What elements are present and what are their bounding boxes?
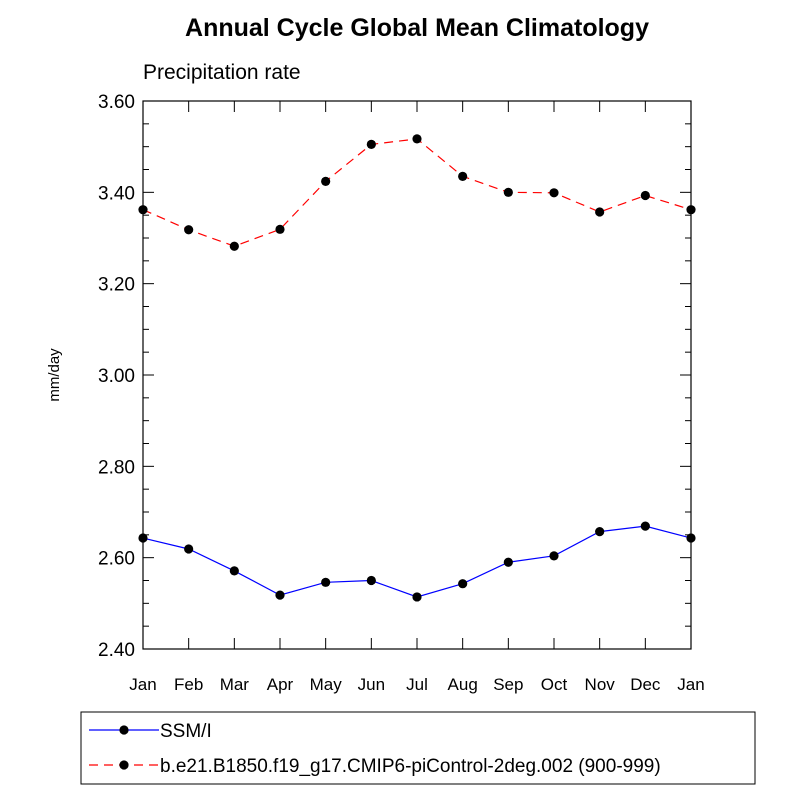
data-point <box>321 577 331 587</box>
data-point <box>229 566 239 576</box>
x-tick-label: Feb <box>174 675 203 694</box>
data-point <box>275 224 285 234</box>
y-tick-label: 2.60 <box>98 549 135 570</box>
data-point <box>640 521 650 531</box>
y-tick-label: 3.20 <box>98 275 135 296</box>
data-point <box>549 188 559 198</box>
chart-title: Annual Cycle Global Mean Climatology <box>185 14 649 42</box>
series-line <box>142 138 692 247</box>
data-point <box>184 225 194 235</box>
legend-marker <box>119 760 129 770</box>
data-point <box>458 171 468 181</box>
data-point <box>503 557 513 567</box>
data-point <box>503 187 513 197</box>
data-point <box>686 205 696 215</box>
y-tick-label: 3.60 <box>98 92 135 113</box>
x-tick-label: Jan <box>677 675 704 694</box>
series-line <box>142 525 692 598</box>
x-tick-label: Oct <box>541 675 568 694</box>
data-point <box>458 579 468 589</box>
y-tick-label: 2.80 <box>98 457 135 478</box>
data-point <box>366 575 376 586</box>
data-point <box>686 533 696 543</box>
y-axis-label: mm/day <box>46 348 63 402</box>
data-point <box>321 176 331 186</box>
x-tick-label: Aug <box>448 675 478 694</box>
x-tick-label: Dec <box>630 675 661 694</box>
data-point <box>275 590 285 600</box>
legend-marker <box>119 725 129 735</box>
data-point <box>229 241 239 251</box>
x-tick-label: Nov <box>585 675 616 694</box>
x-tick-label: Sep <box>493 675 523 694</box>
data-point <box>595 527 605 537</box>
legend-box <box>80 711 756 785</box>
data-point <box>640 190 650 201</box>
data-point <box>138 205 148 215</box>
y-tick-label: 3.40 <box>98 183 135 204</box>
x-tick-label: Jan <box>129 675 156 694</box>
data-point <box>412 592 422 602</box>
data-point <box>184 544 194 554</box>
series-2 <box>138 134 696 251</box>
series-1 <box>138 521 696 602</box>
x-tick-label: Mar <box>220 675 250 694</box>
series-layer <box>138 134 696 602</box>
y-tick-label: 3.00 <box>98 366 135 387</box>
plot-axes: 2.40 2.60 2.80 3.00 3.20 3.40 3.60 Jan Feb Mar Apr… <box>98 92 705 694</box>
data-point <box>366 139 376 149</box>
legend-label: b.e21.B1850.f19_g17.CMIP6-piControl-2deg… <box>160 756 661 777</box>
data-point <box>138 533 148 543</box>
x-tick-label: Jun <box>358 675 385 694</box>
data-point <box>549 551 559 561</box>
data-point <box>595 207 605 217</box>
chart-subtitle: Precipitation rate <box>143 61 301 84</box>
y-tick-label: 2.40 <box>98 640 135 661</box>
legend: SSM/I b.e21.B1850.f19_g17.CMIP6-piControl… <box>80 711 756 785</box>
legend-label: SSM/I <box>160 721 212 742</box>
x-tick-label: May <box>310 675 343 694</box>
x-tick-label: Jul <box>406 675 428 694</box>
data-point <box>412 134 422 144</box>
x-tick-label: Apr <box>267 675 294 694</box>
